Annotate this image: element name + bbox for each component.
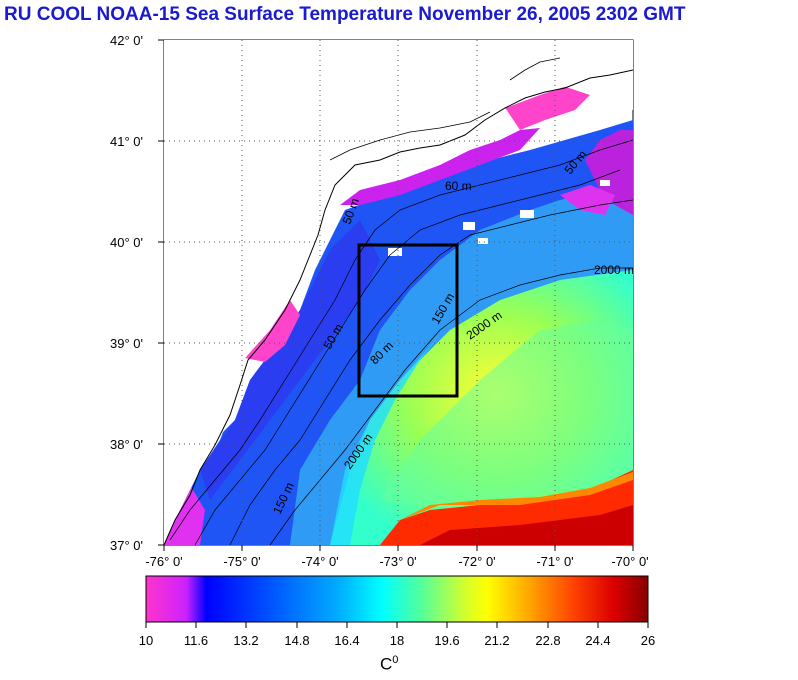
colorbar-tick-label: 19.6	[434, 633, 459, 648]
colorbar-tick-label: 21.2	[484, 633, 509, 648]
lon-tick-label: -73° 0'	[379, 554, 416, 569]
unit-text: C	[380, 654, 393, 674]
colorbar-tick-label: 26	[641, 633, 655, 648]
colorbar-tick-label: 13.2	[233, 633, 258, 648]
lon-tick-label: -72° 0'	[458, 554, 495, 569]
colorbar-unit-label: C0	[380, 654, 398, 675]
lon-tick-label: -71° 0'	[536, 554, 573, 569]
sst-field	[164, 40, 633, 545]
colorbar-tick-label: 22.8	[535, 633, 560, 648]
lat-tick-label: 39° 0'	[110, 336, 143, 351]
lon-tick-label: -74° 0'	[301, 554, 338, 569]
colorbar-tick-label: 16.4	[334, 633, 359, 648]
unit-superscript: 0	[392, 654, 399, 666]
lat-tick-label: 37° 0'	[110, 538, 143, 553]
long-island-coast	[329, 111, 491, 161]
colorbar-tick-label: 18	[390, 633, 404, 648]
study-area-box	[357, 243, 459, 398]
axis-ticks	[158, 39, 634, 551]
contour-label-2000-east: 2000 m	[594, 263, 634, 277]
lat-tick-label: 40° 0'	[110, 235, 143, 250]
chart-title: RU COOL NOAA-15 Sea Surface Temperature …	[4, 4, 686, 25]
graticule	[164, 40, 633, 545]
colorbar-tick-label: 11.6	[184, 633, 208, 648]
lat-tick-label: 38° 0'	[110, 437, 143, 452]
cape-cod-coast	[509, 57, 561, 81]
colorbar-tick-label: 10	[139, 633, 153, 648]
colorbar-ticks	[145, 622, 649, 628]
colorbar	[145, 575, 649, 623]
contour-label-60: 60 m	[445, 179, 472, 193]
colorbar-tick-label: 24.4	[585, 633, 610, 648]
lon-tick-label: -75° 0'	[223, 554, 260, 569]
coastline	[163, 69, 634, 546]
bathymetry-contours	[169, 139, 634, 546]
lon-tick-label: -76° 0'	[145, 554, 182, 569]
lon-tick-label: -70° 0'	[611, 554, 648, 569]
colorbar-tick-label: 14.8	[284, 633, 309, 648]
lat-tick-label: 42° 0'	[110, 33, 143, 48]
lat-tick-label: 41° 0'	[110, 134, 143, 149]
